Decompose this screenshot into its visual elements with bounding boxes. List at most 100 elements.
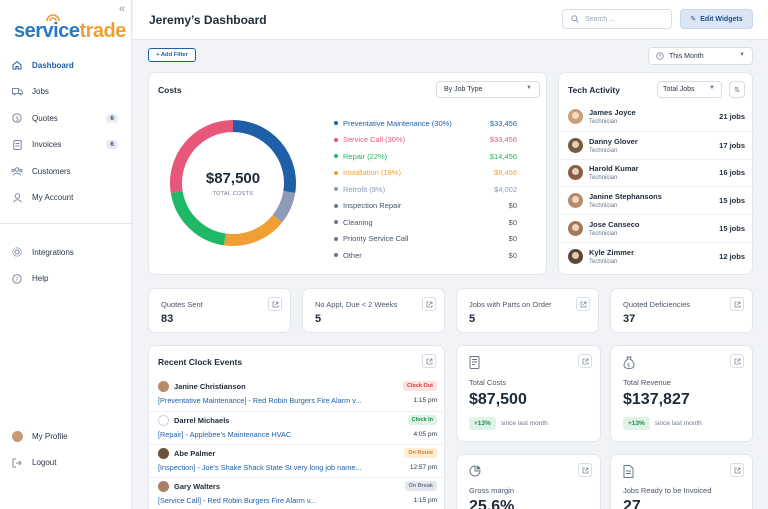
tech-role: Technician	[589, 203, 618, 210]
clock-event-job-link[interactable]: [Service Call] - Red Robin Burgers Fire …	[158, 496, 317, 505]
edit-widgets-button[interactable]: ✎ Edit Widgets	[680, 9, 753, 29]
stat-card-quotes-sent[interactable]: Quotes Sent 83	[148, 288, 291, 333]
sidebar-item-logout[interactable]: Logout	[0, 450, 132, 477]
legend-item[interactable]: Cleaning $0	[334, 214, 517, 231]
clock-event-row[interactable]: Gary Walters [Service Call] - Red Robin B…	[149, 477, 446, 509]
tech-row[interactable]: Danny Glover Technician 17 jobs	[559, 130, 754, 159]
tech-info: Danny Glover Technician	[589, 137, 638, 154]
tech-metric-select[interactable]: Total Jobs ▼	[657, 81, 722, 98]
sort-button[interactable]: ⇅	[729, 81, 745, 98]
avatar	[568, 193, 583, 209]
external-link-icon[interactable]	[268, 297, 282, 311]
clock-event-job-link[interactable]: [Preventative Maintenance] - Red Robin B…	[158, 396, 362, 405]
servicetrade-logo[interactable]: servicetrade	[14, 12, 126, 42]
sidebar-item-jobs[interactable]: Jobs	[0, 79, 132, 106]
legend-item[interactable]: Other $0	[334, 247, 517, 264]
clock-event-row[interactable]: Janine Christianson [Preventative Mainten…	[149, 378, 446, 411]
chevron-down-icon: ▼	[526, 85, 532, 91]
donut-slice[interactable]	[272, 190, 296, 223]
tech-row[interactable]: Kyle Zimmer Technician 12 jobs	[559, 241, 754, 270]
tech-name: Janine Stephansons	[589, 192, 662, 202]
legend-dot	[334, 154, 338, 159]
legend-dot	[334, 236, 338, 241]
legend-item[interactable]: Priority Service Call $0	[334, 231, 517, 248]
external-link-icon[interactable]	[578, 354, 592, 368]
stat-card-no-appt[interactable]: No Appt, Due < 2 Weeks 5	[302, 288, 445, 333]
tech-jobs-count: 21 jobs	[719, 112, 745, 122]
period-value: This Month	[669, 52, 704, 60]
clock-event-name: Janine Christianson	[174, 382, 246, 391]
home-icon	[11, 59, 23, 71]
sidebar-item-invoices[interactable]: Invoices 6	[0, 132, 132, 159]
metric-label: Jobs Ready to be Invoiced	[623, 486, 712, 495]
metric-card-gross-margin[interactable]: Gross margin 25.6%	[456, 454, 601, 509]
stat-card-quoted-deficiencies[interactable]: Quoted Deficiencies 37	[610, 288, 753, 333]
clock-event-row[interactable]: Abe Palmer [Inspection] - Joe’s Shake Sha…	[149, 444, 446, 477]
external-link-icon[interactable]	[578, 463, 592, 477]
legend-amount: $0	[508, 234, 517, 244]
sidebar-item-help[interactable]: ? Help	[0, 266, 132, 293]
external-link-icon[interactable]	[422, 297, 436, 311]
money-bag-icon: $	[623, 356, 635, 370]
legend-label: Repair (22%)	[343, 151, 388, 161]
main-nav: Dashboard Jobs $ Quotes 6 Invoices 6 Cus…	[0, 52, 132, 211]
sidebar-item-label: Invoices	[32, 140, 62, 150]
clock-event-job-link[interactable]: [Repair] - Applebee’s Maintenance HVAC	[158, 430, 292, 439]
search-input[interactable]: Search ...	[562, 9, 672, 29]
sidebar-divider	[0, 223, 132, 224]
customers-icon	[11, 165, 23, 177]
sidebar-item-quotes[interactable]: $ Quotes 6	[0, 105, 132, 132]
legend-item[interactable]: Installation (18%) $8,456	[334, 165, 517, 182]
tech-row[interactable]: Jose Canseco Technician 15 jobs	[559, 214, 754, 242]
legend-label: Cleaning	[343, 217, 373, 227]
clock-status-badge: Clock In	[407, 415, 437, 425]
legend-item[interactable]: Service Call (30%) $33,456	[334, 132, 517, 149]
legend-item[interactable]: Retrofit (9%) $4,002	[334, 181, 517, 198]
tech-row[interactable]: Harold Kumar Technician 16 jobs	[559, 158, 754, 187]
donut-slice[interactable]	[170, 190, 226, 246]
clock-event-row[interactable]: Darrel Michaels [Repair] - Applebee’s Mai…	[149, 411, 446, 444]
metric-card-jobs-ready-to-invoice[interactable]: Jobs Ready to be Invoiced 27	[610, 454, 753, 509]
collapse-sidebar-icon[interactable]: «	[119, 3, 126, 15]
stat-card-parts-on-order[interactable]: Jobs with Parts on Order 5	[456, 288, 599, 333]
job-type-value: By Job Type	[444, 86, 483, 93]
external-link-icon[interactable]	[730, 297, 744, 311]
clock-event-job-link[interactable]: [Inspection] - Joe’s Shake Shack State S…	[158, 463, 362, 472]
user-icon	[11, 192, 23, 204]
help-icon: ?	[11, 273, 23, 285]
tech-role: Technician	[589, 231, 618, 238]
donut-slice[interactable]	[232, 120, 296, 193]
sidebar-item-dashboard[interactable]: Dashboard	[0, 52, 132, 79]
tech-row[interactable]: Janine Stephansons Technician 15 jobs	[559, 186, 754, 214]
tech-info: James Joyce Technician	[589, 108, 636, 125]
metric-card-total-revenue[interactable]: $ Total Revenue $137,827 +13% since last…	[610, 345, 753, 442]
sidebar-item-my-account[interactable]: My Account	[0, 185, 132, 212]
sidebar-item-customers[interactable]: Customers	[0, 158, 132, 185]
period-select[interactable]: This Month ▼	[648, 47, 753, 65]
add-filter-button[interactable]: + Add Filter	[148, 48, 196, 62]
clock-icon	[656, 52, 664, 60]
metric-card-total-costs[interactable]: Total Costs $87,500 +13% since last mont…	[456, 345, 601, 442]
external-link-icon[interactable]	[422, 354, 436, 368]
external-link-icon[interactable]	[576, 297, 590, 311]
legend-item[interactable]: Preventative Maintenance (30%) $33,456	[334, 115, 517, 132]
external-link-icon[interactable]	[730, 354, 744, 368]
legend-item[interactable]: Inspection Repair $0	[334, 198, 517, 215]
tech-info: Harold Kumar Technician	[589, 164, 639, 181]
tech-name: Kyle Zimmer	[589, 247, 635, 257]
tech-row[interactable]: James Joyce Technician 21 jobs	[559, 103, 754, 131]
donut-slice[interactable]	[170, 120, 234, 193]
job-type-select[interactable]: By Job Type ▼	[436, 81, 540, 98]
tech-info: Kyle Zimmer Technician	[589, 248, 634, 265]
tech-info: Janine Stephansons Technician	[589, 192, 662, 209]
chevron-down-icon: ▼	[709, 85, 715, 91]
external-link-icon[interactable]	[730, 463, 744, 477]
tech-jobs-count: 12 jobs	[719, 251, 745, 261]
donut-slice[interactable]	[223, 214, 283, 246]
sidebar-item-my-profile[interactable]: My Profile	[0, 423, 132, 450]
sidebar-item-integrations[interactable]: Integrations	[0, 239, 132, 266]
sidebar-item-label: Customers	[32, 166, 71, 176]
legend-item[interactable]: Repair (22%) $14,456	[334, 148, 517, 165]
search-icon	[571, 15, 579, 23]
stat-label: Quoted Deficiencies	[623, 300, 691, 309]
